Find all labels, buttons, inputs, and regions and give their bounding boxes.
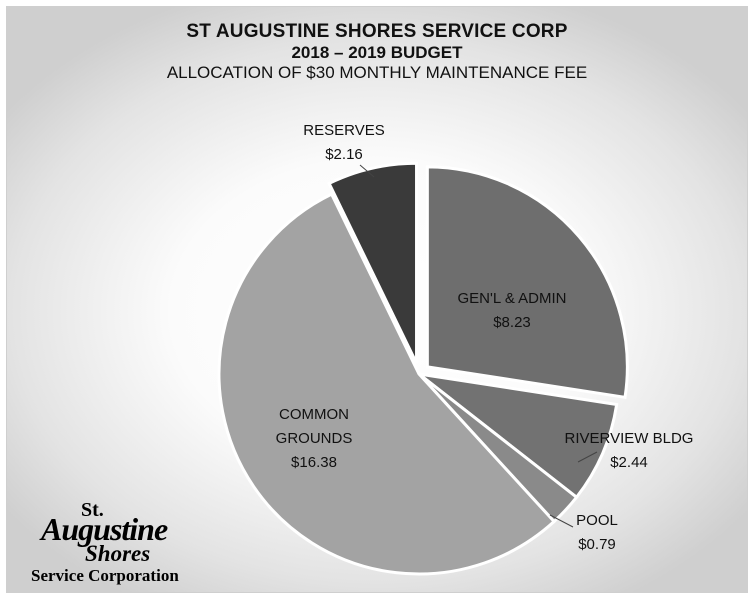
leader-line-4 xyxy=(359,164,375,178)
leader-line-2 xyxy=(549,514,574,528)
slice-label-3: COMMON GROUNDS $16.38 xyxy=(276,406,353,471)
slice-label-1: RIVERVIEW BLDG $2.44 xyxy=(565,430,694,471)
logo-line-st: St. xyxy=(81,499,104,521)
slice-label-2: POOL $0.79 xyxy=(576,512,618,553)
logo-line-service-corporation: Service Corporation xyxy=(31,566,179,585)
pie-slice-1 xyxy=(413,371,619,500)
logo-line-augustine: Augustine xyxy=(41,511,168,547)
pie-chart: GEN'L & ADMIN $8.23 RIVERVIEW BLDG $2.44 POO… xyxy=(217,122,694,576)
chart-subtitle-allocation: ALLOCATION OF $30 MONTHLY MAINTENANCE FE… xyxy=(166,63,588,82)
pie-slice-3 xyxy=(217,192,557,576)
slice-label-4: RESERVES $2.16 xyxy=(303,122,384,163)
logo-line-shores: Shores xyxy=(85,541,151,566)
leader-line-1 xyxy=(577,451,598,463)
pie-slice-0 xyxy=(425,165,629,400)
chart-title: ST AUGUSTINE SHORES SERVICE CORP xyxy=(186,21,568,42)
chart-subtitle: 2018 – 2019 BUDGET xyxy=(291,43,463,62)
slice-label-0: GEN'L & ADMIN $8.23 xyxy=(458,290,567,331)
st-augustine-shores-logo: St. Augustine Shores Service Corporation xyxy=(27,499,212,589)
chart-frame: ST AUGUSTINE SHORES SERVICE CORP 2018 – … xyxy=(6,6,748,593)
pie-slice-4 xyxy=(327,161,419,364)
